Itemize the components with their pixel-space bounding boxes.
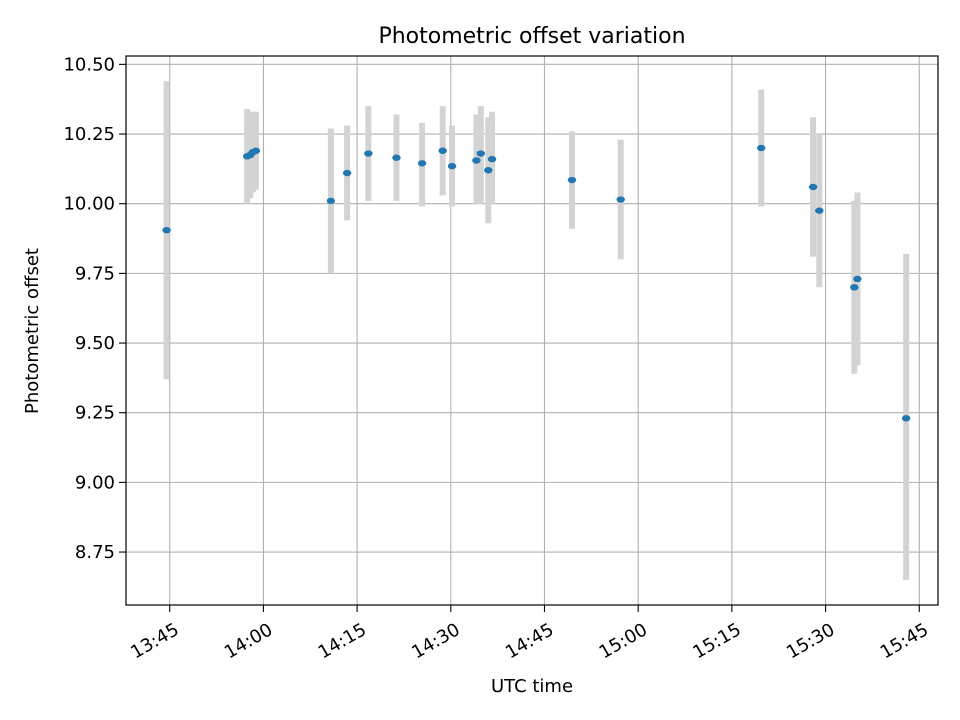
data-point [447, 162, 457, 170]
chart-title: Photometric offset variation [378, 24, 685, 49]
x-axis-label: UTC time [491, 676, 573, 697]
y-tick-label: 10.00 [63, 194, 115, 215]
y-tick-label: 9.25 [75, 403, 115, 424]
y-tick-label: 10.50 [63, 54, 115, 75]
y-tick-label: 9.75 [75, 263, 115, 284]
y-tick-label: 9.50 [75, 333, 115, 354]
data-point [417, 160, 427, 167]
data-point [364, 150, 373, 157]
data-point [251, 147, 261, 154]
data-point [392, 154, 401, 161]
data-point [476, 150, 485, 157]
data-point [853, 275, 862, 283]
data-point [567, 176, 577, 184]
data-point [850, 284, 859, 291]
grid-lines [126, 56, 938, 605]
plot-frame [125, 55, 939, 606]
data-point [438, 147, 447, 154]
y-axis-label: Photometric offset [22, 248, 43, 414]
data-point [616, 196, 625, 203]
data-point [808, 183, 818, 191]
data-point [326, 197, 336, 205]
data-point [162, 226, 171, 234]
data-point [484, 167, 493, 174]
data-point [815, 207, 824, 214]
data-point [901, 415, 911, 422]
y-axis-ticks: 8.75 9.00 9.25 9.50 9.75 10.00 10.25 10.50 [63, 54, 126, 563]
data-point [342, 169, 352, 177]
y-tick-label: 9.00 [75, 472, 115, 493]
y-tick-label: 10.25 [63, 124, 115, 145]
data-point [757, 144, 766, 152]
data-points [162, 144, 911, 422]
data-point [487, 155, 497, 163]
y-tick-label: 8.75 [75, 542, 115, 563]
data-point [472, 157, 481, 164]
